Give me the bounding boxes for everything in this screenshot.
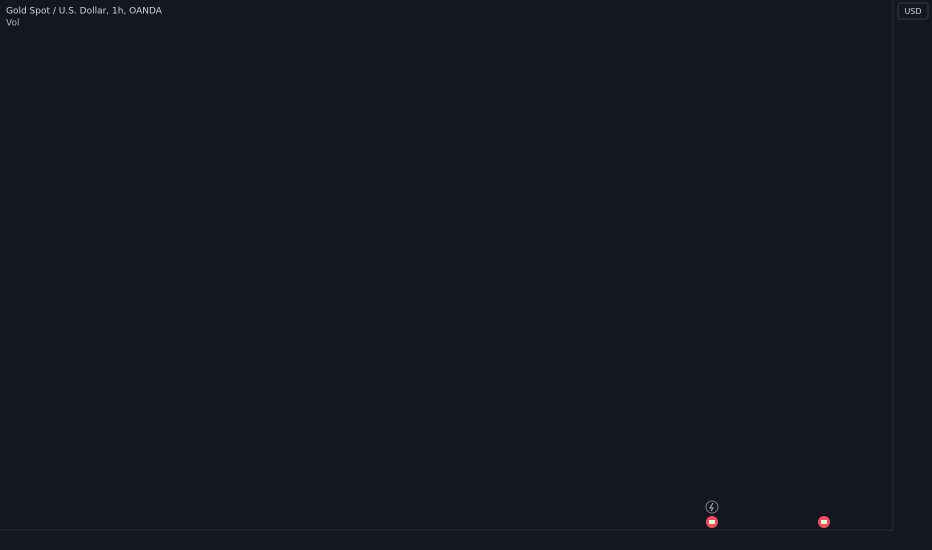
- event-icon[interactable]: [705, 500, 719, 514]
- flag-icon-inner: [821, 520, 827, 524]
- lightning-icon: [709, 502, 714, 512]
- price-axis: [893, 0, 932, 550]
- flag-icon-inner: [709, 520, 715, 524]
- volume-label: Vol: [6, 19, 19, 29]
- time-axis: [0, 530, 893, 550]
- currency-button[interactable]: [897, 2, 929, 20]
- chart-title: Gold Spot / U.S. Dollar, 1h, OANDA: [6, 7, 163, 17]
- currency-label[interactable]: USD: [904, 7, 921, 16]
